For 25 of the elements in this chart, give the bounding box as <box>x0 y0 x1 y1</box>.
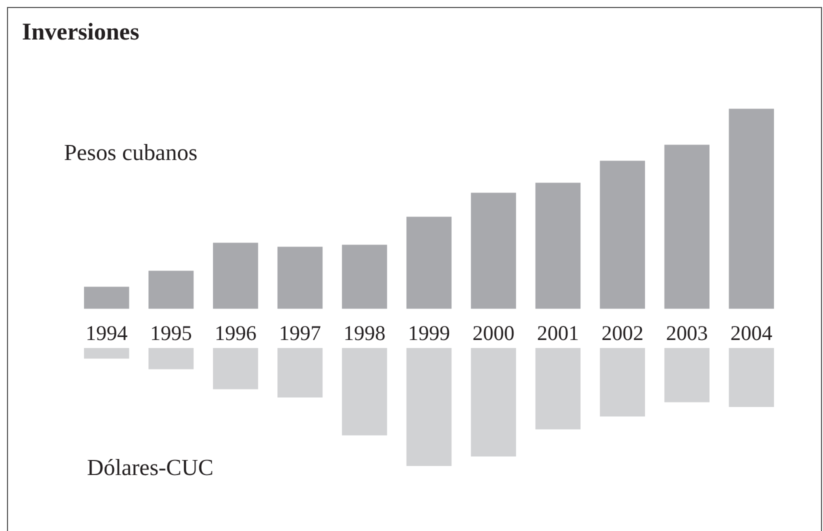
x-tick-label: 1999 <box>408 321 450 346</box>
bar <box>470 192 516 309</box>
x-tick-label: 2003 <box>666 321 708 346</box>
x-tick-label: 2004 <box>730 321 773 346</box>
x-tick-label: 2002 <box>601 321 644 346</box>
x-tick-label: 1998 <box>344 321 386 346</box>
chart-title: Inversiones <box>22 20 140 46</box>
x-tick-label: 2001 <box>536 321 579 346</box>
text: Dólares-CUC <box>87 455 214 480</box>
x-tick-label: 1997 <box>279 321 322 346</box>
x-tick-label: 2000 <box>472 321 514 346</box>
bar <box>148 270 194 309</box>
bar <box>600 160 646 309</box>
x-tick-label: 1994 <box>86 321 128 346</box>
bar <box>535 182 581 309</box>
bar <box>212 242 258 309</box>
x-tick-label: 1995 <box>150 321 192 346</box>
text: Pesos cubanos <box>64 140 198 165</box>
bar <box>406 216 452 309</box>
bar <box>277 246 323 309</box>
bar <box>728 108 774 309</box>
x-tick-label: 1996 <box>214 321 257 346</box>
bar <box>664 144 710 309</box>
bar <box>342 244 388 309</box>
bar <box>84 286 130 309</box>
